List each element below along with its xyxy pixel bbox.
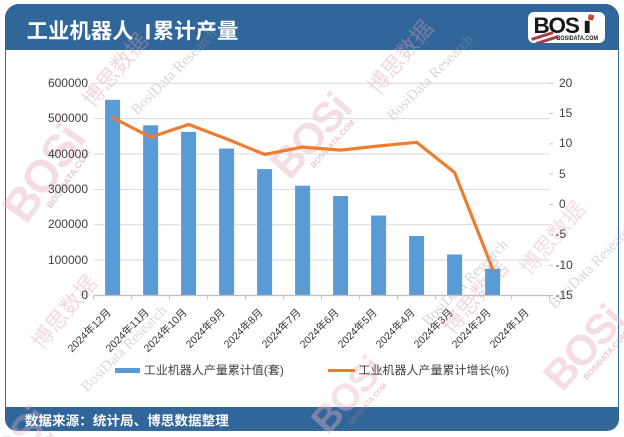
svg-text:BOSIDATA.COM: BOSIDATA.COM [557,35,599,42]
svg-text:BOS: BOS [534,13,580,38]
